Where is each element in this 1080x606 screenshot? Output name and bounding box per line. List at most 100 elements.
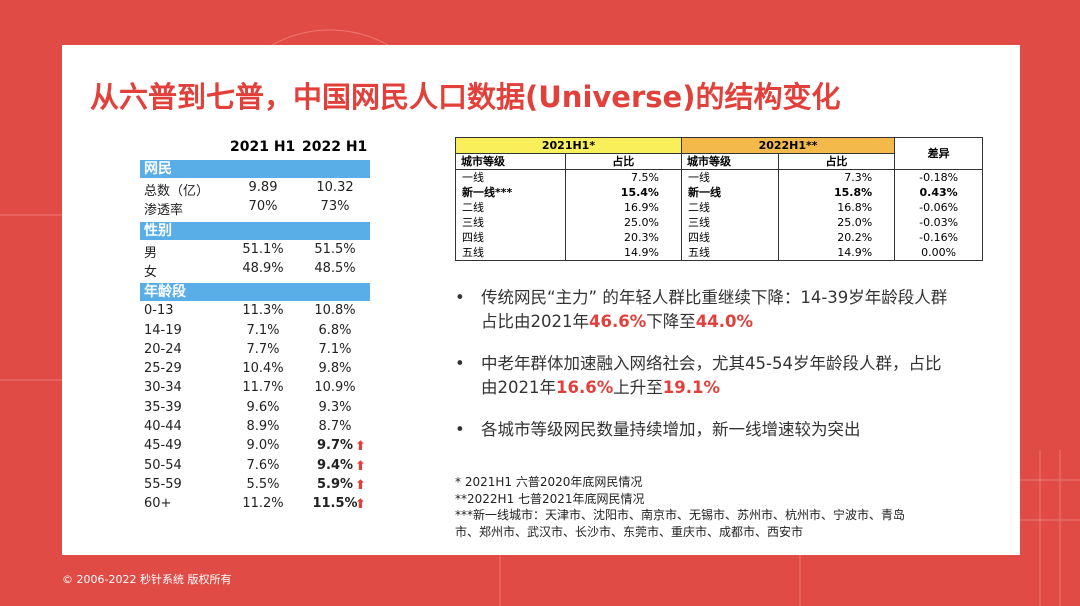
section-header: 网民: [140, 160, 370, 178]
subheader-row: 城市等级 占比 城市等级 占比: [455, 153, 983, 170]
data-row: 新一线*** 15.4% 新一线 15.8% 0.43%: [455, 185, 983, 200]
cell: 9.89: [248, 180, 278, 195]
cell: -0.06%: [894, 200, 983, 215]
cell: 15.8%: [777, 185, 896, 200]
footnote: **2022H1 七普2021年底网民情况: [455, 491, 645, 506]
column-header: 2022 H1: [302, 139, 368, 155]
data-row: 五线 14.9% 五线 14.9% 0.00%: [455, 245, 983, 261]
cell: 14.9%: [777, 245, 896, 261]
cell: 14.9%: [564, 245, 682, 261]
cell: 三线: [455, 215, 566, 230]
highlight: 16.6%: [556, 378, 614, 397]
cell: 16.8%: [777, 200, 896, 215]
cell: 6.8%: [318, 322, 352, 338]
cell: 48.5%: [314, 260, 356, 276]
row-label: 渗透率: [144, 203, 184, 219]
cell: 9.7%: [316, 438, 354, 454]
highlight: 46.6%: [589, 312, 647, 331]
city-tier-table: 2021H1* 2022H1** 差异 城市等级 占比 城市等级 占比 一线 7.5% 一线 7.3…: [455, 137, 983, 261]
cell: 15.4%: [564, 185, 682, 200]
cell: 11.2%: [242, 496, 284, 512]
row-label: 总数（亿）: [144, 184, 210, 199]
row-label: 45-49: [144, 438, 182, 454]
bullet-text: 中老年群体加速融入网络社会，尤其45-54岁年龄段人群，占比由2021年: [481, 354, 942, 397]
footnotes: * 2021H1 六普2020年底网民情况 **2022H1 七普2021年底网民…: [455, 474, 915, 540]
cell: 四线: [680, 230, 779, 245]
cell: -0.16%: [894, 230, 983, 245]
data-row: 三线 25.0% 三线 25.0% -0.03%: [455, 215, 983, 230]
bullet-text: 上升至: [613, 378, 663, 397]
subheader: 占比: [564, 153, 682, 170]
cell: 二线: [455, 200, 566, 215]
cell: 20.3%: [564, 230, 682, 245]
cell: 9.0%: [246, 438, 280, 454]
cell: 20.2%: [777, 230, 896, 245]
cell: 73%: [320, 199, 350, 215]
cell: 0.00%: [894, 245, 983, 261]
up-arrow: ⬆: [355, 439, 366, 455]
slide-title: 从六普到七普，中国网民人口数据(Universe)的结构变化: [90, 80, 841, 114]
row-label: 60+: [144, 496, 172, 512]
cell: 五线: [680, 245, 779, 261]
row-label: 55-59: [144, 476, 182, 492]
cell: 16.9%: [564, 200, 682, 215]
bullet: 传统网民“主力” 的年轻人群比重继续下降：14-39岁年龄段人群占比由2021年…: [455, 286, 955, 334]
row-label: 40-44: [144, 419, 182, 434]
subheader: 城市等级: [455, 153, 566, 170]
cell: 48.9%: [242, 260, 284, 276]
row-label: 女: [144, 264, 158, 280]
cell: 一线: [455, 169, 566, 185]
cell: 10.4%: [242, 361, 284, 377]
bullet-list: 传统网民“主力” 的年轻人群比重继续下降：14-39岁年龄段人群占比由2021年…: [455, 286, 955, 460]
cell: 新一线***: [455, 185, 566, 200]
row-label: 35-39: [144, 399, 182, 415]
bullet-text: 各城市等级网民数量持续增加，新一线增速较为突出: [481, 420, 861, 439]
data-row: 四线 20.3% 四线 20.2% -0.16%: [455, 230, 983, 245]
cell: -0.03%: [894, 215, 983, 230]
cell: 9.6%: [246, 399, 280, 415]
up-arrow: ⬆: [355, 497, 366, 513]
cell: 5.5%: [246, 476, 280, 492]
cell: 二线: [680, 200, 779, 215]
cell: 7.7%: [246, 341, 280, 357]
cell: 10.8%: [314, 303, 356, 319]
bullet: 中老年群体加速融入网络社会，尤其45-54岁年龄段人群，占比由2021年16.6…: [455, 352, 955, 400]
cell: 7.5%: [564, 169, 682, 185]
cell: 9.3%: [318, 399, 352, 415]
highlight: 44.0%: [695, 312, 753, 331]
group-header: 2021H1*: [455, 137, 682, 154]
up-arrow: ⬆: [355, 458, 366, 474]
header-row: 2021H1* 2022H1** 差异: [455, 137, 983, 170]
cell: 51.5%: [314, 241, 356, 257]
row-label: 30-34: [144, 380, 182, 396]
highlight: 19.1%: [662, 378, 720, 397]
cell: 11.3%: [242, 303, 284, 319]
group-header: 差异: [894, 137, 983, 170]
cell: 10.9%: [314, 380, 356, 396]
cell: -0.18%: [894, 169, 983, 185]
row-label: 50-54: [144, 457, 182, 473]
up-arrow: ⬆: [355, 477, 366, 493]
section-header: 年龄段: [140, 283, 370, 302]
cell: 11.7%: [242, 380, 284, 396]
column-header: 2021 H1: [230, 139, 296, 155]
bullet: 各城市等级网民数量持续增加，新一线增速较为突出: [455, 418, 955, 442]
subheader: 城市等级: [680, 153, 779, 170]
cell: 5.9%: [316, 476, 354, 492]
copyright: © 2006-2022 秒针系统 版权所有: [62, 573, 232, 586]
cell: 0.43%: [894, 185, 983, 200]
row-label: 0-13: [144, 303, 174, 319]
cell: 8.7%: [318, 419, 352, 434]
footnote: * 2021H1 六普2020年底网民情况: [455, 475, 643, 489]
cell: 四线: [455, 230, 566, 245]
cell: 8.9%: [246, 419, 280, 434]
bullet-text: 传统网民“主力” 的年轻人群比重继续下降：14-39岁年龄段人群占比由2021年: [481, 288, 948, 331]
cell: 11.5%: [312, 496, 358, 512]
cell: 51.1%: [242, 241, 284, 257]
data-row: 二线 16.9% 二线 16.8% -0.06%: [455, 200, 983, 215]
cell: 一线: [680, 169, 779, 185]
row-label: 男: [144, 245, 158, 261]
row-label: 20-24: [144, 341, 182, 357]
cell: 三线: [680, 215, 779, 230]
cell: 新一线: [680, 185, 779, 200]
